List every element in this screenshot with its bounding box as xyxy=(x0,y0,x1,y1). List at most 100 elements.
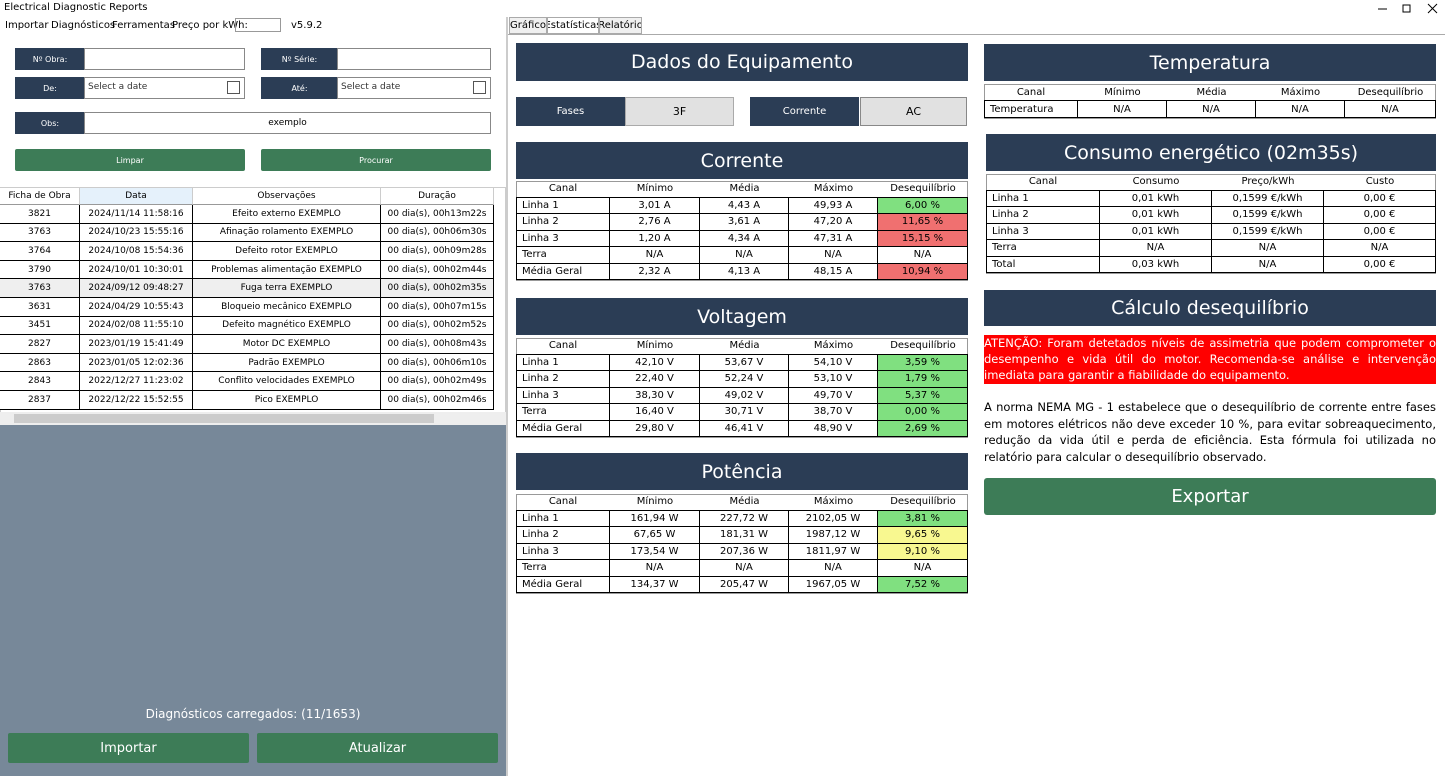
table-cell: 0,00 € xyxy=(1324,256,1436,273)
table-cell: 30,71 V xyxy=(700,404,789,421)
list-cell[interactable]: 2024/10/23 15:55:16 xyxy=(80,223,193,243)
section-header: Dados do Equipamento xyxy=(516,43,968,81)
obs-input[interactable]: exemplo xyxy=(84,112,491,134)
tab[interactable]: Relatório xyxy=(599,17,642,34)
window-title: Electrical Diagnostic Reports xyxy=(4,2,148,13)
list-cell[interactable]: 2024/11/14 11:58:16 xyxy=(80,205,193,224)
section-header: Consumo energético (02m35s) xyxy=(986,134,1436,171)
date-from[interactable]: Select a date xyxy=(84,77,245,99)
table-cell: 15,15 % xyxy=(878,230,968,247)
list-cell[interactable]: 3763 xyxy=(0,223,80,243)
table-cell: N/A xyxy=(878,560,968,577)
corrente-dropdown[interactable]: AC xyxy=(860,97,967,126)
list-cell[interactable]: 2024/10/08 15:54:36 xyxy=(80,242,193,261)
calendar-icon[interactable] xyxy=(473,81,486,94)
table-cell: 47,31 A xyxy=(789,230,878,247)
price-label: Preço por kWh: xyxy=(172,20,248,31)
close[interactable] xyxy=(1427,3,1438,14)
list-cell[interactable]: 2023/01/19 15:41:49 xyxy=(80,335,193,354)
table-cell: 6,00 % xyxy=(878,197,968,214)
list-cell[interactable]: Defeito rotor EXEMPLO xyxy=(193,242,381,261)
table-cell: N/A xyxy=(1256,101,1345,118)
table-cell: 0,1599 €/kWh xyxy=(1212,223,1324,240)
table-cell: Linha 1 xyxy=(516,510,610,527)
window-controls[interactable] xyxy=(1378,3,1438,15)
bottom-button[interactable]: Importar xyxy=(8,733,249,763)
list-cell[interactable]: 3790 xyxy=(0,260,80,280)
list-cell[interactable]: Pico EXEMPLO xyxy=(193,391,381,410)
list-cell[interactable]: 3631 xyxy=(0,298,80,317)
date-to[interactable]: Select a date xyxy=(337,77,491,99)
table-header: Máximo xyxy=(789,494,878,511)
table-cell: 1,79 % xyxy=(878,371,968,388)
list-cell[interactable]: 00 dia(s), 00h06m30s xyxy=(381,223,494,243)
price-input[interactable] xyxy=(235,18,281,32)
list-cell[interactable]: 2827 xyxy=(0,335,80,354)
clear-button[interactable]: Limpar xyxy=(15,149,245,171)
menu-item[interactable]: Importar xyxy=(5,20,49,31)
list-cell[interactable]: Defeito magnético EXEMPLO xyxy=(193,316,381,336)
search-button[interactable]: Procurar xyxy=(261,149,491,171)
table-cell: 49,02 V xyxy=(700,387,789,404)
list-cell[interactable]: 2837 xyxy=(0,391,80,410)
splitter xyxy=(506,17,508,776)
table-cell: 181,31 W xyxy=(700,527,789,544)
list-cell[interactable]: 00 dia(s), 00h07m15s xyxy=(381,298,494,317)
list-cell[interactable]: 00 dia(s), 00h13m22s xyxy=(381,205,494,224)
list-cell[interactable]: 3763 xyxy=(0,279,80,298)
table-cell: N/A xyxy=(700,560,789,577)
tab[interactable]: Gráfico xyxy=(509,17,547,34)
table-cell: 161,94 W xyxy=(610,510,700,527)
table-cell: 49,93 A xyxy=(789,197,878,214)
list-cell[interactable]: 2863 xyxy=(0,353,80,373)
list-cell[interactable]: 00 dia(s), 00h02m49s xyxy=(381,372,494,391)
serie-input[interactable] xyxy=(337,48,491,70)
calendar-icon[interactable] xyxy=(227,81,240,94)
list-cell[interactable]: Afinação rolamento EXEMPLO xyxy=(193,223,381,243)
bottom-button[interactable]: Atualizar xyxy=(257,733,498,763)
list-cell[interactable]: 00 dia(s), 00h08m43s xyxy=(381,335,494,354)
list-cell[interactable]: 00 dia(s), 00h02m46s xyxy=(381,391,494,410)
section-header: Voltagem xyxy=(516,298,968,335)
maximize[interactable] xyxy=(1402,4,1411,13)
menu-item[interactable]: Diagnósticos xyxy=(51,20,116,31)
list-cell[interactable]: Efeito externo EXEMPLO xyxy=(193,205,381,224)
menu-item[interactable]: Ferramentas xyxy=(112,20,176,31)
list-cell[interactable]: 2023/01/05 12:02:36 xyxy=(80,353,193,373)
list-cell[interactable]: 00 dia(s), 00h02m44s xyxy=(381,260,494,280)
section-header: Corrente xyxy=(516,142,968,179)
list-cell[interactable]: 00 dia(s), 00h06m10s xyxy=(381,353,494,373)
list-cell[interactable]: 3821 xyxy=(0,205,80,224)
list-cell[interactable]: 2024/10/01 10:30:01 xyxy=(80,260,193,280)
list-cell[interactable]: 3764 xyxy=(0,242,80,261)
list-cell[interactable]: Conflito velocidades EXEMPLO xyxy=(193,372,381,391)
list-cell[interactable]: Problemas alimentação EXEMPLO xyxy=(193,260,381,280)
list-cell[interactable]: 3451 xyxy=(0,316,80,336)
table-cell: 54,10 V xyxy=(789,354,878,371)
list-cell[interactable]: 2022/12/22 15:52:55 xyxy=(80,391,193,410)
export-button[interactable]: Exportar xyxy=(984,478,1436,515)
fases-dropdown[interactable]: 3F xyxy=(625,97,734,126)
table-cell: N/A xyxy=(1100,240,1212,257)
table-header: Média xyxy=(700,494,789,511)
obra-input[interactable] xyxy=(84,48,245,70)
table-header: Canal xyxy=(516,338,610,355)
table-cell: Linha 1 xyxy=(516,197,610,214)
list-cell[interactable]: 2024/04/29 10:55:43 xyxy=(80,298,193,317)
tab[interactable]: Estatísticas xyxy=(547,17,599,34)
list-cell[interactable]: 00 dia(s), 00h09m28s xyxy=(381,242,494,261)
scroll-thumb[interactable] xyxy=(14,414,434,423)
list-cell[interactable]: 2843 xyxy=(0,372,80,391)
list-cell[interactable]: Fuga terra EXEMPLO xyxy=(193,279,381,298)
table-cell: 4,43 A xyxy=(700,197,789,214)
list-cell[interactable]: 2024/09/12 09:48:27 xyxy=(80,279,193,298)
list-cell[interactable]: Padrão EXEMPLO xyxy=(193,353,381,373)
table-cell: N/A xyxy=(1324,240,1436,257)
list-cell[interactable]: 2024/02/08 11:55:10 xyxy=(80,316,193,336)
list-cell[interactable]: 00 dia(s), 00h02m35s xyxy=(381,279,494,298)
list-cell[interactable]: 2022/12/27 11:23:02 xyxy=(80,372,193,391)
list-cell[interactable]: Bloqueio mecânico EXEMPLO xyxy=(193,298,381,317)
list-cell[interactable]: Motor DC EXEMPLO xyxy=(193,335,381,354)
table-cell: 38,30 V xyxy=(610,387,700,404)
list-cell[interactable]: 00 dia(s), 00h02m52s xyxy=(381,316,494,336)
